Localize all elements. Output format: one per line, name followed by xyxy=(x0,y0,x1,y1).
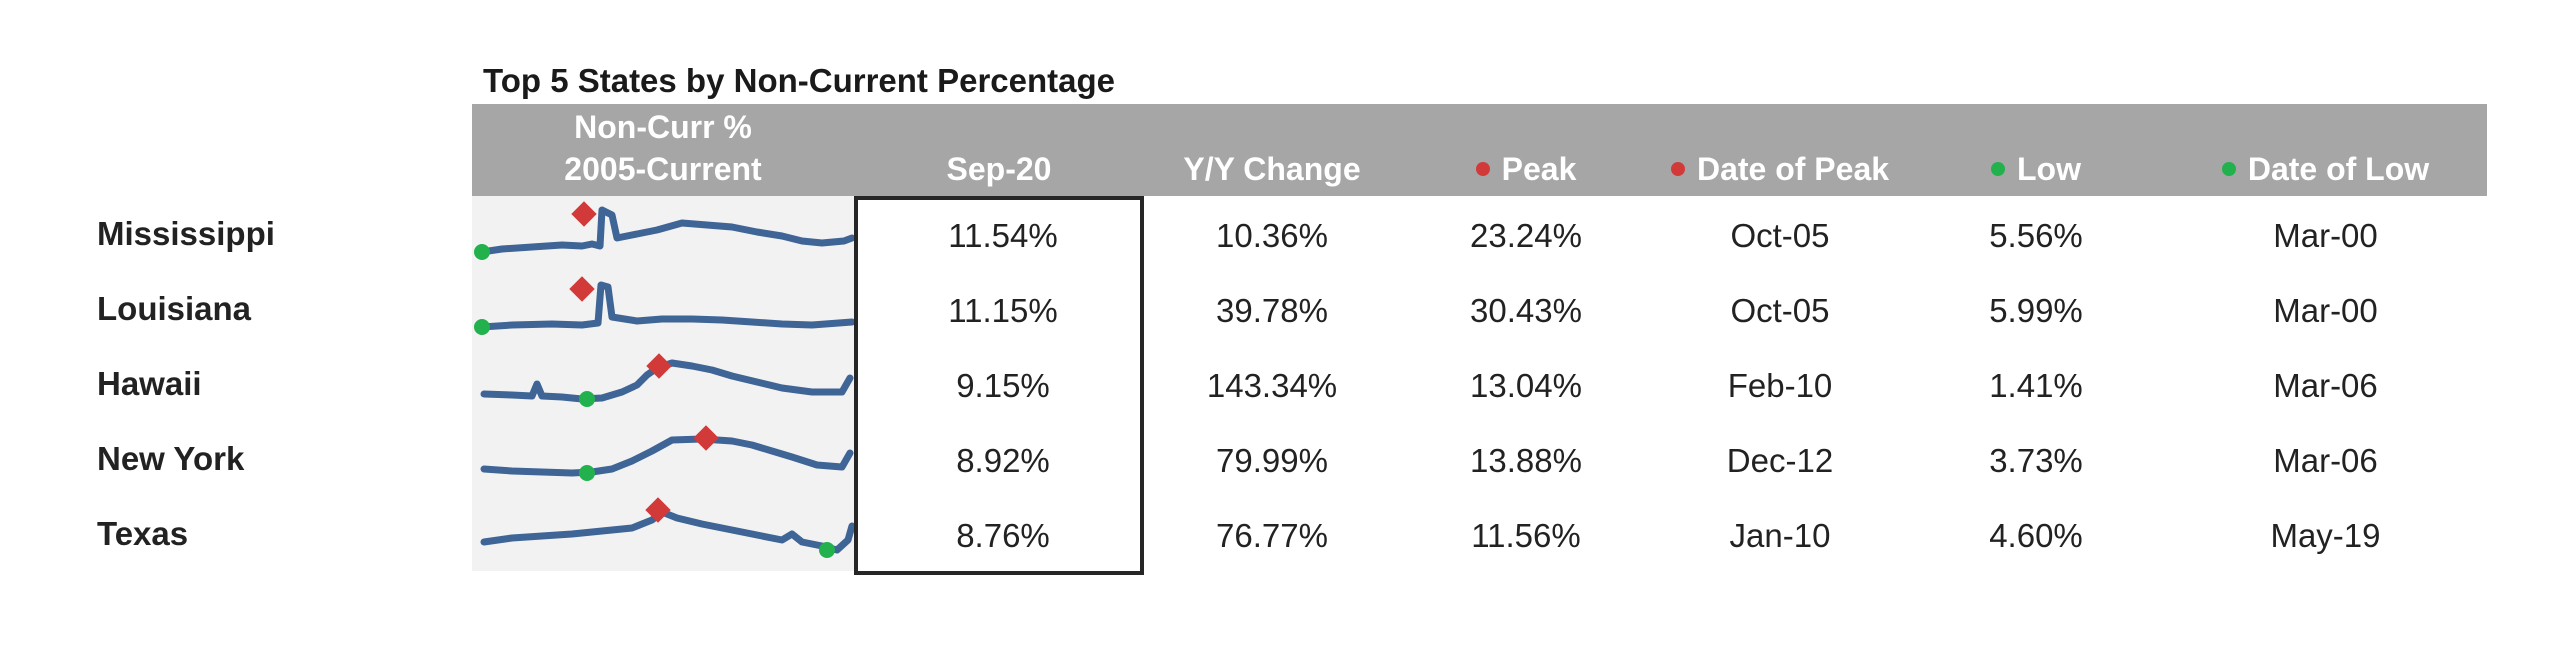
row-date-of-peak: Dec-12 xyxy=(1726,442,1834,479)
row-date-of-peak: Oct-05 xyxy=(1730,217,1830,254)
sparkline-peak-marker xyxy=(646,353,672,379)
sparkline-line xyxy=(478,206,856,256)
sparkline-low-marker xyxy=(579,391,595,407)
sparkline-chart xyxy=(474,276,856,335)
header-yoy: Y/Y Change xyxy=(1183,151,1361,187)
peak-dot-icon xyxy=(1475,161,1490,176)
row-date-of-peak: Oct-05 xyxy=(1730,292,1830,329)
current-column-highlight xyxy=(854,196,1144,575)
row-low: 1.41% xyxy=(1989,367,2083,404)
row-state-label: Mississippi xyxy=(97,215,275,252)
row-current: 8.92% xyxy=(956,442,1050,479)
sparkline-chart xyxy=(480,425,854,481)
sparkline-chart xyxy=(480,353,854,407)
row-yoy: 79.99% xyxy=(1216,442,1328,479)
header-date-of-peak: Date of Peak xyxy=(1652,151,1908,188)
row-low: 3.73% xyxy=(1989,442,2083,479)
row-yoy: 39.78% xyxy=(1216,292,1328,329)
row-current: 11.54% xyxy=(948,217,1058,254)
row-current: 8.76% xyxy=(956,517,1050,554)
sparkline-peak-marker xyxy=(571,201,597,227)
sparkline-chart xyxy=(480,497,856,558)
row-yoy: 10.36% xyxy=(1216,217,1328,254)
low-dot-icon xyxy=(1991,161,2005,176)
row-low: 5.56% xyxy=(1989,217,2083,254)
row-date-of-low: Mar-06 xyxy=(2273,442,2378,479)
row-date-of-low: Mar-06 xyxy=(2273,367,2378,404)
row-date-of-low: May-19 xyxy=(2270,517,2381,554)
sparkline-low-marker xyxy=(819,542,835,558)
row-state-label: Hawaii xyxy=(97,365,202,402)
header-date-of-low: Date of Low xyxy=(2164,151,2487,188)
row-low: 4.60% xyxy=(1989,517,2083,554)
header-sparkline-line2: 2005-Current xyxy=(564,151,762,187)
peak-dot-icon xyxy=(1670,161,1685,176)
row-peak: 23.24% xyxy=(1470,217,1582,254)
table-title: Top 5 States by Non-Current Percentage xyxy=(483,62,1116,99)
sparkline-line xyxy=(480,508,856,554)
row-state-label: Louisiana xyxy=(97,290,252,327)
table-header: Non-Curr % 2005-Current Sep-20 Y/Y Chang… xyxy=(472,104,2487,196)
low-dot-icon xyxy=(2221,161,2236,176)
header-low-label: Low xyxy=(2017,151,2081,187)
header-date-of-peak-label: Date of Peak xyxy=(1696,151,1890,187)
sparkline-low-marker xyxy=(474,244,490,260)
sparkline-peak-marker xyxy=(645,497,671,523)
header-sparkline-line1: Non-Curr % xyxy=(574,109,752,145)
row-date-of-low: Mar-00 xyxy=(2273,217,2378,254)
row-current: 9.15% xyxy=(956,367,1050,404)
sparkline-line xyxy=(480,435,854,477)
row-date-of-low: Mar-00 xyxy=(2273,292,2378,329)
row-state-label: New York xyxy=(97,440,245,477)
row-peak: 11.56% xyxy=(1471,517,1581,554)
row-peak: 13.88% xyxy=(1470,442,1582,479)
sparkline-peak-marker xyxy=(569,276,595,302)
row-peak: 30.43% xyxy=(1470,292,1582,329)
row-state-label: Texas xyxy=(97,515,189,552)
header-low: Low xyxy=(1908,151,2164,188)
sparkline-line xyxy=(478,281,856,331)
row-date-of-peak: Feb-10 xyxy=(1727,367,1833,404)
header-peak: Peak xyxy=(1400,151,1652,188)
row-yoy: 76.77% xyxy=(1216,517,1328,554)
sparkline-peak-marker xyxy=(693,425,719,451)
row-yoy: 143.34% xyxy=(1206,367,1338,404)
header-sparkline: Non-Curr % 2005-Current xyxy=(472,106,854,190)
row-date-of-peak: Jan-10 xyxy=(1729,517,1831,554)
sparkline-line xyxy=(480,359,854,403)
row-current: 11.15% xyxy=(948,292,1058,329)
sparkline-low-marker xyxy=(579,465,595,481)
row-low: 5.99% xyxy=(1989,292,2083,329)
sparkline-low-marker xyxy=(474,319,490,335)
header-current: Sep-20 xyxy=(946,151,1052,187)
row-peak: 13.04% xyxy=(1470,367,1582,404)
header-peak-label: Peak xyxy=(1501,151,1577,187)
header-date-of-low-label: Date of Low xyxy=(2247,151,2430,187)
sparkline-chart xyxy=(474,201,856,260)
